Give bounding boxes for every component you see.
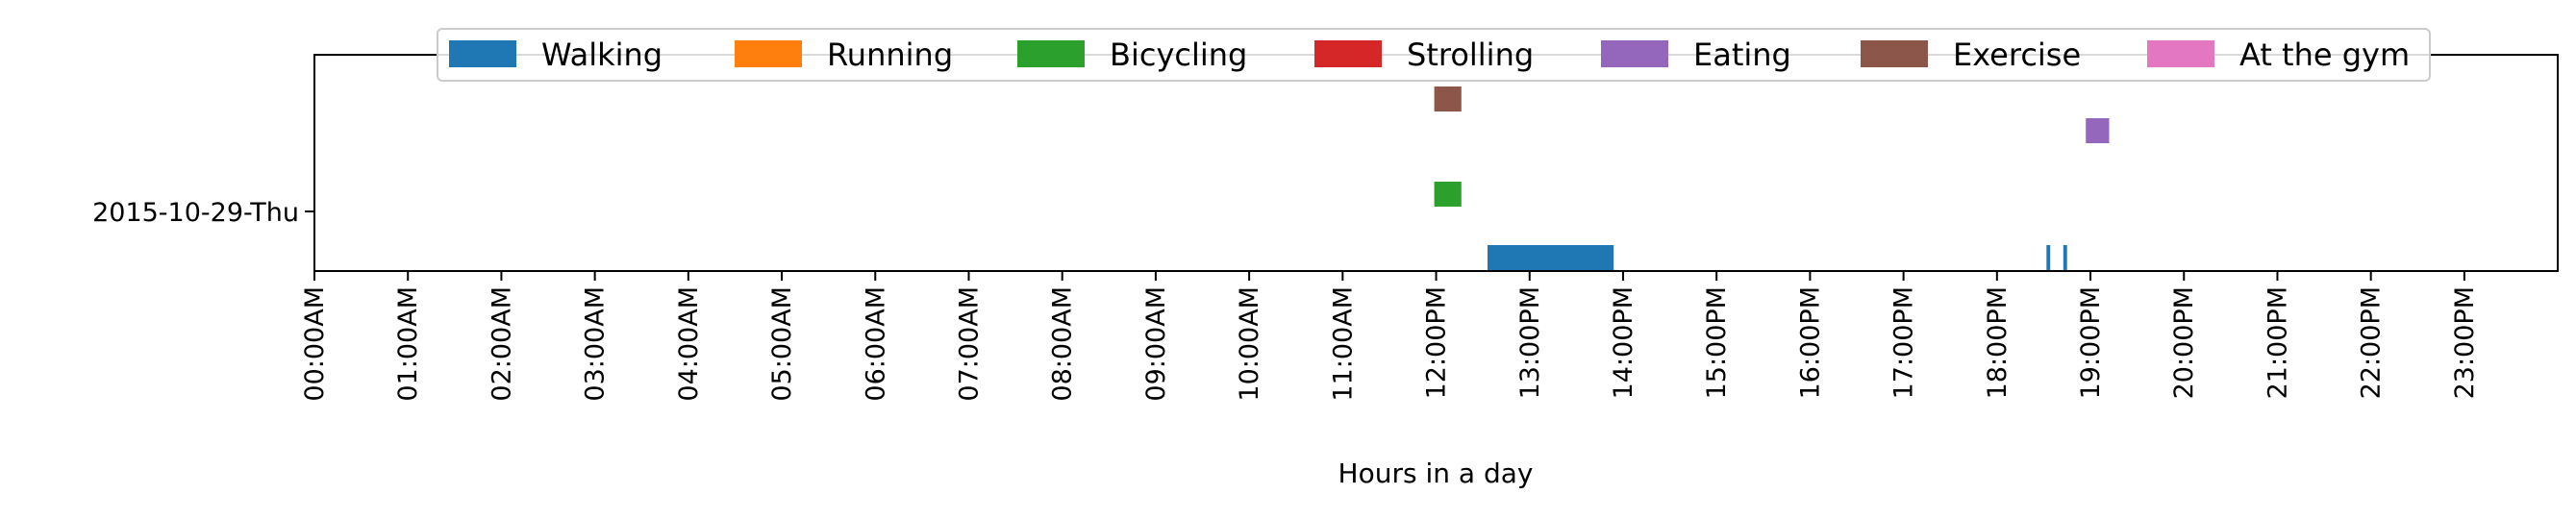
x-tick-label: 07:00AM [954, 286, 984, 402]
x-tick-label: 16:00PM [1795, 286, 1825, 399]
legend-swatch-bicycling [1017, 40, 1085, 67]
x-tick-label: 05:00AM [767, 286, 797, 402]
legend-swatch-exercise [1861, 40, 1928, 67]
segment-walking-1 [2046, 245, 2051, 270]
x-tick-label: 08:00AM [1048, 286, 1078, 402]
x-tick-label: 14:00PM [1609, 286, 1638, 399]
legend-label: Bicycling [1110, 37, 1247, 73]
x-tick-label: 00:00AM [300, 286, 330, 402]
segment-walking-2 [2063, 245, 2067, 270]
x-axis: 00:00AM 01:00AM 02:00AM 03:00AM 04:00AM 05:00… [300, 271, 2480, 402]
segment-exercise-0 [1434, 86, 1462, 111]
x-tick-label: 20:00PM [2169, 286, 2199, 399]
x-tick-label: 23:00PM [2450, 286, 2480, 399]
x-tick-label: 04:00AM [674, 286, 704, 402]
legend-frame [437, 28, 2431, 82]
x-tick-label: 12:00PM [1422, 286, 1452, 399]
x-tick-label: 11:00AM [1328, 286, 1358, 402]
activity-marks [1434, 86, 2110, 270]
x-tick-label: 15:00PM [1702, 286, 1732, 399]
x-tick-label: 21:00PM [2263, 286, 2292, 399]
segment-walking-0 [1488, 245, 1614, 270]
x-tick-label: 22:00PM [2357, 286, 2387, 399]
legend-label: Eating [1693, 37, 1791, 73]
x-tick-label: 13:00PM [1515, 286, 1545, 399]
x-tick-label: 06:00AM [861, 286, 890, 402]
legend-swatch-running [735, 40, 802, 67]
y-tick-label: 2015-10-29-Thu [92, 198, 299, 228]
segment-eating-0 [2086, 118, 2110, 143]
legend: Walking Running Bicycling Strolling Eating Ex… [437, 28, 2431, 82]
x-tick-label: 19:00PM [2076, 286, 2106, 399]
x-tick-label: 02:00AM [487, 286, 516, 402]
legend-label: Running [827, 37, 953, 73]
x-tick-label: 18:00PM [1983, 286, 2013, 399]
x-tick-label: 03:00AM [581, 286, 611, 402]
segment-bicycling-0 [1434, 182, 1462, 207]
y-axis: 2015-10-29-Thu [92, 198, 314, 228]
legend-label: Walking [541, 37, 663, 73]
x-tick-label: 01:00AM [393, 286, 423, 402]
legend-label: At the gym [2239, 37, 2410, 73]
legend-label: Exercise [1953, 37, 2081, 73]
x-tick-label: 09:00AM [1141, 286, 1171, 402]
x-tick-label: 10:00AM [1235, 286, 1264, 402]
x-axis-label: Hours in a day [1338, 457, 1534, 489]
legend-swatch-walking [449, 40, 516, 67]
legend-label: Strolling [1407, 37, 1534, 73]
legend-swatch-at-the-gym [2147, 40, 2214, 67]
x-tick-label: 17:00PM [1889, 286, 1919, 399]
legend-swatch-strolling [1314, 40, 1382, 67]
legend-swatch-eating [1601, 40, 1668, 67]
